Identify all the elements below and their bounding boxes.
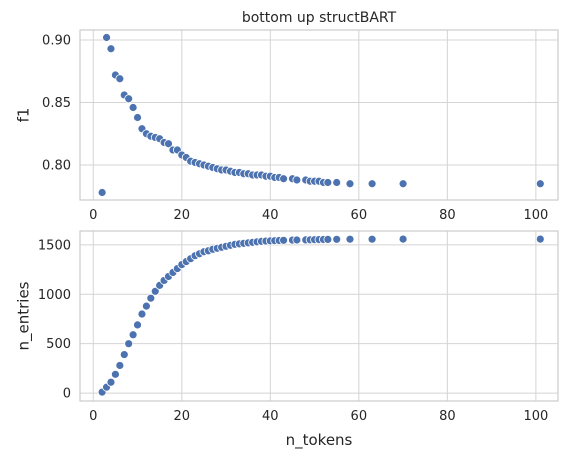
data-point xyxy=(119,350,129,359)
data-point xyxy=(535,179,545,189)
x-tick-label: 0 xyxy=(89,208,97,223)
data-point xyxy=(115,361,125,370)
f1-panel: bottom up structBART f1 0 20 40 60 80 100 0.80… xyxy=(14,10,559,223)
y-tick-label: 1000 xyxy=(38,288,71,303)
data-point xyxy=(398,179,408,189)
x-tick-label: 0 xyxy=(89,409,97,424)
x-tick-label: 20 xyxy=(174,409,191,424)
f1-y-axis-label: f1 xyxy=(14,108,32,123)
data-point xyxy=(146,293,156,303)
x-tick-label: 80 xyxy=(439,409,456,424)
data-point xyxy=(128,103,138,112)
n-entries-panel: n_tokens n_entries 0 20 40 60 80 100050010001… xyxy=(14,230,559,450)
data-point xyxy=(292,175,302,185)
x-tick-label: 100 xyxy=(523,208,548,223)
y-tick-label: 0.80 xyxy=(42,159,71,174)
data-point xyxy=(133,320,142,330)
data-point xyxy=(128,330,138,340)
x-tick-label: 60 xyxy=(351,208,368,223)
x-tick-label: 60 xyxy=(351,409,368,424)
data-point xyxy=(150,286,160,296)
f1-axes-frame xyxy=(79,29,559,201)
data-point xyxy=(323,235,333,244)
n-entries-axes-frame xyxy=(79,230,559,402)
y-tick-label: 0.90 xyxy=(42,34,71,49)
data-point xyxy=(367,234,377,244)
y-tick-label: 0 xyxy=(63,387,71,402)
data-point xyxy=(345,234,355,244)
data-point xyxy=(279,174,288,184)
data-point xyxy=(345,179,355,189)
data-point xyxy=(332,234,342,244)
y-tick-label: 1500 xyxy=(38,238,71,253)
data-point xyxy=(141,301,151,311)
data-point xyxy=(279,235,288,245)
data-point xyxy=(124,339,134,349)
data-point xyxy=(164,139,173,149)
x-tick-label: 80 xyxy=(439,208,456,223)
data-point xyxy=(115,74,125,84)
data-point xyxy=(106,377,116,387)
x-tick-label: 100 xyxy=(523,409,548,424)
data-point xyxy=(124,94,134,104)
n-entries-y-axis-label: n_entries xyxy=(14,281,33,350)
data-point xyxy=(111,369,120,379)
data-point xyxy=(323,178,333,187)
x-tick-label: 20 xyxy=(174,208,191,223)
x-tick-label: 40 xyxy=(262,208,279,223)
chart-title: bottom up structBART xyxy=(242,10,397,26)
x-tick-label: 40 xyxy=(262,409,279,424)
data-point xyxy=(535,234,545,244)
y-tick-label: 0.85 xyxy=(42,96,71,111)
data-point xyxy=(292,235,302,245)
data-point xyxy=(106,44,116,54)
x-axis-label: n_tokens xyxy=(286,431,353,450)
data-point xyxy=(102,33,111,42)
data-point xyxy=(97,188,107,197)
y-tick-label: 500 xyxy=(46,337,71,352)
data-point xyxy=(133,113,142,122)
data-point xyxy=(367,179,377,189)
data-point xyxy=(137,309,147,319)
data-point xyxy=(398,234,408,244)
data-point xyxy=(332,178,342,187)
